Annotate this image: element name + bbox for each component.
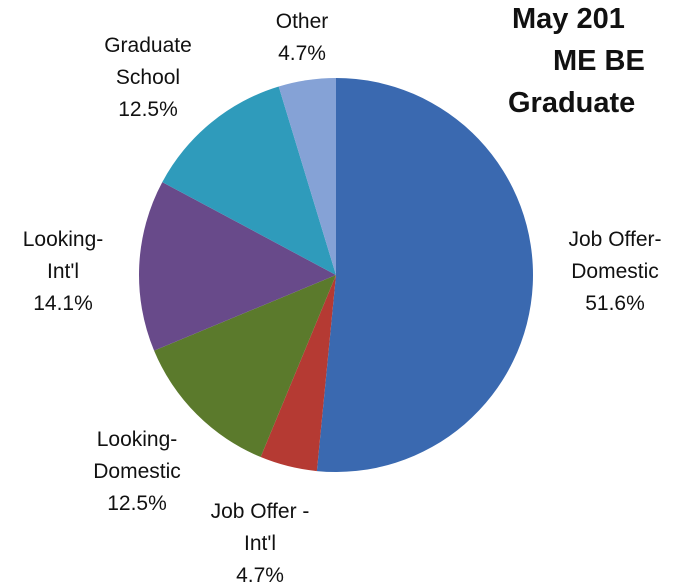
category-label: Job Offer - — [211, 500, 310, 523]
chart-title: Graduate — [508, 87, 635, 119]
slice-label: Job Offer - Int'l 4.7% — [211, 500, 310, 586]
value-label: 51.6% — [585, 292, 645, 315]
value-label: 4.7% — [236, 564, 284, 586]
pie-slice — [278, 78, 336, 275]
slice-label: Other 4.7% — [276, 10, 329, 65]
value-label: 4.7% — [278, 42, 326, 65]
value-label: 14.1% — [33, 292, 93, 315]
chart-title: ME BE — [553, 45, 645, 77]
pie-slice — [154, 275, 336, 458]
category-label: Int'l — [47, 260, 79, 283]
pie-slice — [260, 275, 336, 472]
category-label: Looking- — [23, 228, 104, 251]
pie-slice — [162, 86, 336, 275]
slice-label: Job Offer- Domestic 51.6% — [569, 228, 662, 315]
chart-title: May 201 — [512, 3, 625, 35]
pie-slice — [138, 182, 336, 351]
slice-label: Looking- Domestic 12.5% — [93, 428, 181, 515]
category-label: Domestic — [571, 260, 659, 283]
value-label: 12.5% — [107, 492, 167, 515]
category-label: School — [116, 66, 180, 89]
category-label: Looking- — [97, 428, 178, 451]
category-label: Int'l — [244, 532, 276, 555]
slice-label: Graduate School 12.5% — [104, 34, 192, 121]
category-label: Job Offer- — [569, 228, 662, 251]
category-label: Other — [276, 10, 329, 33]
pie-slice — [316, 78, 534, 472]
value-label: 12.5% — [118, 98, 178, 121]
slice-label: Looking- Int'l 14.1% — [23, 228, 104, 315]
category-label: Graduate — [104, 34, 192, 57]
category-label: Domestic — [93, 460, 181, 483]
